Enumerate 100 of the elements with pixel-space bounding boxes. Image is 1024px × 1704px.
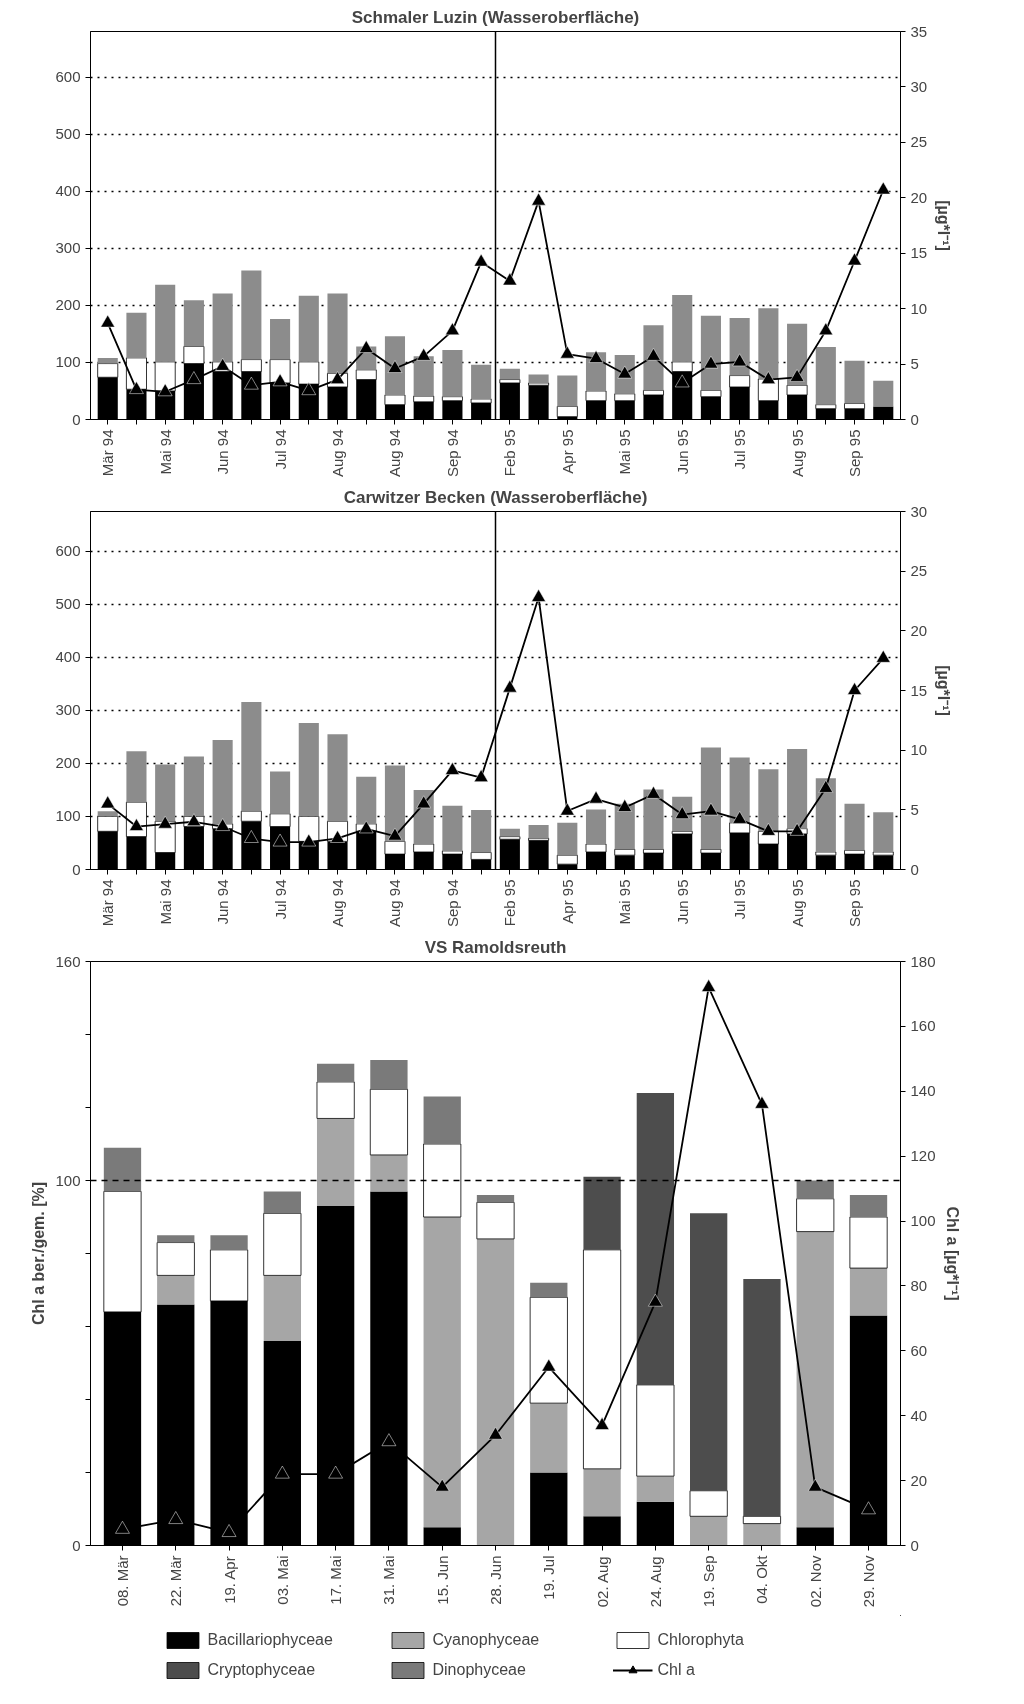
bar <box>263 1275 301 1342</box>
x-tick-label: Mai 94 <box>156 429 174 475</box>
y-tick-label: 0 <box>72 1536 81 1554</box>
bar <box>557 822 578 856</box>
point <box>215 818 230 831</box>
bar <box>729 757 750 823</box>
x-tick-label: Apr 95 <box>558 429 576 474</box>
point <box>789 822 805 836</box>
point <box>387 827 403 841</box>
bar <box>672 295 693 362</box>
point <box>703 802 719 816</box>
y2-tick-label: 25 <box>910 562 928 580</box>
y2-tick-label: 0 <box>910 860 919 878</box>
x-tick-label: Aug 95 <box>788 879 806 928</box>
legend-label: Chlorophyta <box>657 1631 745 1649</box>
y-tick-label: 300 <box>55 239 81 257</box>
y2-tick-label: 15 <box>910 681 928 699</box>
point <box>244 830 259 843</box>
x-tick-label: 03. Mai <box>273 1555 291 1605</box>
bar <box>316 1081 355 1119</box>
y-tick-label: 200 <box>55 754 81 772</box>
y-tick-label: 100 <box>55 353 81 371</box>
point <box>157 383 173 397</box>
bar <box>327 293 348 374</box>
y-tick-label: 160 <box>55 952 81 970</box>
bar <box>815 778 836 852</box>
x-tick-label: 22. Mär <box>167 1555 185 1607</box>
point <box>646 347 661 361</box>
point <box>703 355 719 369</box>
point <box>445 762 460 775</box>
point <box>560 802 575 816</box>
y2-tick-label: 5 <box>910 800 919 818</box>
point <box>416 347 431 361</box>
bar <box>528 374 549 383</box>
point <box>157 815 173 829</box>
y2-tick-label: 40 <box>910 1406 928 1424</box>
x-tick-label: 19. Apr <box>220 1556 238 1604</box>
bar <box>583 1468 621 1517</box>
bar <box>849 1195 888 1217</box>
legend-label: Cyanophyceae <box>432 1631 541 1649</box>
point <box>381 1433 397 1446</box>
point <box>434 1478 450 1492</box>
bar <box>156 1242 195 1276</box>
point <box>186 371 202 384</box>
x-tick-label: 31. Mai <box>380 1555 398 1605</box>
point <box>560 345 575 359</box>
bar <box>442 349 463 397</box>
point <box>473 769 489 782</box>
chart-title: Carwitzer Becken (Wasseroberfläche) <box>343 487 648 507</box>
chart-title: VS Ramoldsreuth <box>424 937 567 957</box>
bar <box>298 723 319 817</box>
bar <box>787 749 808 829</box>
bar <box>126 751 147 803</box>
bar <box>528 824 549 839</box>
y2-axis-title: [µg*l⁻¹] <box>935 200 953 251</box>
bar <box>263 1191 301 1214</box>
x-tick-label: 19. Jul <box>540 1555 558 1600</box>
bar <box>758 308 779 379</box>
bar <box>643 789 664 850</box>
bar <box>370 1154 408 1192</box>
x-tick-label: Aug 94 <box>386 429 404 478</box>
x-tick-label: 15. Jun <box>433 1555 451 1605</box>
point <box>761 822 776 836</box>
y-tick-label: 500 <box>55 125 81 143</box>
bar <box>529 1296 568 1404</box>
point <box>502 272 518 286</box>
y2-tick-label: 5 <box>910 355 919 373</box>
y2-tick-label: 120 <box>910 1147 936 1165</box>
point <box>129 381 144 394</box>
point <box>168 1511 184 1524</box>
y2-tick-label: 15 <box>910 244 928 262</box>
x-tick-label: Mär 94 <box>99 879 117 927</box>
bar <box>327 734 348 822</box>
y-tick-label: 400 <box>55 182 81 200</box>
bar <box>815 347 836 405</box>
y2-tick-label: 10 <box>910 299 928 317</box>
bar <box>370 1060 408 1090</box>
y2-tick-label: 20 <box>910 1471 928 1489</box>
point <box>594 1417 610 1430</box>
point <box>473 253 489 267</box>
bar <box>844 360 865 404</box>
bar <box>796 1198 835 1232</box>
bar <box>270 319 291 360</box>
bar <box>369 1088 408 1156</box>
x-tick-label: Jul 94 <box>271 429 289 470</box>
x-tick-label: 19. Sep <box>700 1555 718 1608</box>
x-tick-label: Mai 95 <box>616 879 634 925</box>
point <box>674 374 690 388</box>
y2-tick-label: 140 <box>910 1082 936 1100</box>
point <box>301 833 317 847</box>
bar <box>689 1490 728 1517</box>
point <box>221 1524 237 1537</box>
y-tick-label: 300 <box>55 701 81 719</box>
bar <box>556 405 578 418</box>
bar <box>530 1282 568 1298</box>
legend-label: Chl a <box>657 1661 696 1679</box>
y2-tick-label: 100 <box>910 1212 936 1230</box>
x-tick-label: Apr 95 <box>558 879 576 924</box>
x-tick-label: 29. Nov <box>860 1555 878 1608</box>
bar <box>556 854 578 865</box>
